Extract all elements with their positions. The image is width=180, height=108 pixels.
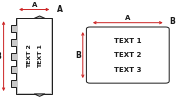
Polygon shape xyxy=(34,16,45,18)
Polygon shape xyxy=(11,18,52,94)
Text: B: B xyxy=(75,51,81,60)
Text: A: A xyxy=(31,2,37,8)
Text: B: B xyxy=(0,52,1,61)
Text: B: B xyxy=(169,17,175,26)
Text: TEXT 1: TEXT 1 xyxy=(38,44,43,68)
Text: TEXT 3: TEXT 3 xyxy=(114,67,141,73)
Text: A: A xyxy=(57,5,63,14)
Text: TEXT 2: TEXT 2 xyxy=(27,44,32,68)
Polygon shape xyxy=(34,94,45,96)
Bar xyxy=(18,19,51,93)
Text: TEXT 1: TEXT 1 xyxy=(114,38,141,44)
Text: A: A xyxy=(125,15,130,21)
Text: TEXT 2: TEXT 2 xyxy=(114,52,141,58)
FancyBboxPatch shape xyxy=(86,27,169,83)
